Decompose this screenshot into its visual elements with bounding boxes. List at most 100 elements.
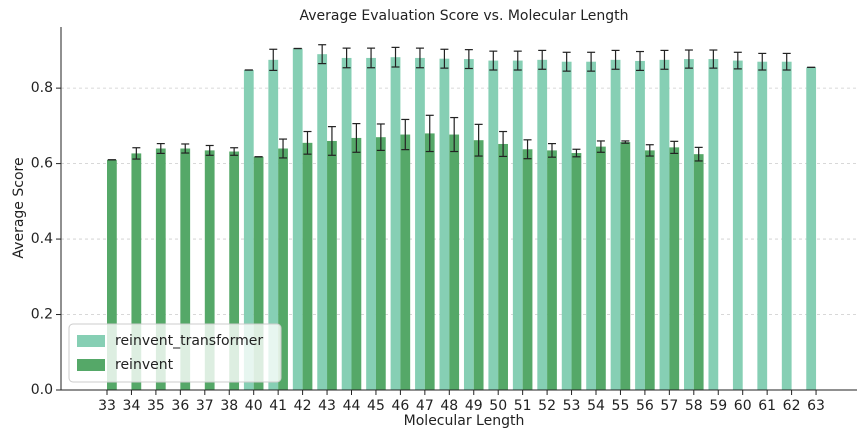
x-tick-label: 51 (514, 398, 532, 414)
bar (732, 60, 743, 390)
bar (390, 57, 401, 391)
bar (439, 58, 450, 390)
bar (107, 159, 117, 390)
bar (180, 148, 191, 390)
error-bar (709, 49, 718, 69)
x-tick-label: 53 (563, 398, 581, 414)
bar (243, 70, 254, 390)
error-bar (425, 114, 434, 153)
legend-box (68, 323, 282, 383)
error-bar (636, 50, 645, 71)
bar (473, 140, 484, 390)
error-bar (621, 140, 630, 144)
x-tick-label: 63 (807, 398, 825, 414)
error-bar (562, 51, 571, 72)
bar (669, 147, 680, 390)
bar (644, 150, 655, 390)
error-bar (489, 50, 498, 71)
error-bar (401, 118, 410, 151)
bar (659, 59, 670, 390)
bar (366, 57, 376, 391)
x-axis-label: Molecular Length (404, 413, 525, 429)
x-tick-label: 56 (636, 398, 654, 414)
bar (708, 59, 719, 391)
x-tick-label: 35 (147, 398, 165, 414)
error-bar (342, 47, 351, 69)
error-bar (670, 140, 679, 155)
x-tick-label: 47 (416, 398, 434, 414)
bar (512, 60, 523, 390)
bar (684, 59, 694, 391)
bar (463, 59, 474, 391)
bar (547, 150, 557, 390)
x-tick-label: 43 (318, 398, 336, 414)
chart-title: Average Evaluation Score vs. Molecular L… (299, 8, 628, 24)
y-tick-label: 0.2 (31, 307, 53, 323)
x-tick-label: 55 (612, 398, 630, 414)
bar (327, 140, 337, 390)
bar (341, 57, 352, 391)
error-bar (464, 49, 473, 70)
bar (400, 134, 411, 390)
error-bar (684, 49, 693, 69)
y-axis-label: Average Score (11, 157, 27, 258)
bar (781, 61, 792, 390)
error-bar (538, 49, 547, 70)
x-tick-label: 33 (98, 398, 116, 414)
error-bar (694, 146, 703, 162)
bar (498, 143, 508, 390)
x-tick-label: 38 (220, 398, 238, 414)
x-tick-label: 46 (391, 398, 409, 414)
bar (302, 142, 313, 390)
x-tick-label: 62 (783, 398, 801, 414)
x-tick-label: 42 (294, 398, 312, 414)
x-tick-label: 58 (685, 398, 703, 414)
error-bar (156, 142, 165, 155)
bar (424, 133, 435, 391)
error-bar (327, 126, 336, 156)
bar (693, 154, 704, 390)
legend-label: reinvent_transformer (115, 333, 263, 349)
bar (292, 48, 303, 391)
y-tick-label: 0.4 (31, 231, 53, 247)
error-bar (645, 144, 654, 157)
error-bar (230, 147, 239, 156)
bar (488, 60, 499, 390)
error-bar (587, 51, 596, 72)
error-bar (547, 142, 556, 158)
x-tick-label: 41 (269, 398, 287, 414)
x-tick-label: 48 (440, 398, 458, 414)
x-tick-label: 61 (758, 398, 776, 414)
bar (610, 59, 621, 390)
x-tick-label: 57 (660, 398, 678, 414)
error-bar (572, 148, 581, 158)
error-bar (474, 123, 483, 157)
error-bar (611, 49, 620, 70)
error-bar (733, 51, 742, 70)
error-bar (782, 52, 791, 71)
error-bar (391, 46, 400, 68)
legend-swatch (77, 359, 105, 371)
bar (268, 59, 279, 390)
y-tick-label: 0.0 (31, 382, 53, 398)
error-bar (181, 143, 190, 154)
error-bar (660, 49, 669, 70)
x-tick-label: 40 (245, 398, 263, 414)
bar (229, 151, 240, 390)
error-bar (303, 130, 312, 155)
error-bar (279, 138, 288, 159)
error-bar (523, 139, 532, 160)
bar (449, 134, 460, 390)
bar (204, 150, 215, 390)
x-tick-label: 44 (343, 398, 361, 414)
bar (806, 67, 817, 391)
error-bar (132, 147, 141, 160)
bar (415, 57, 425, 391)
legend-label: reinvent (115, 357, 174, 373)
error-bar (318, 44, 327, 65)
bar (375, 137, 386, 390)
bar (620, 142, 631, 390)
bar (351, 137, 362, 390)
error-bar (513, 50, 522, 71)
